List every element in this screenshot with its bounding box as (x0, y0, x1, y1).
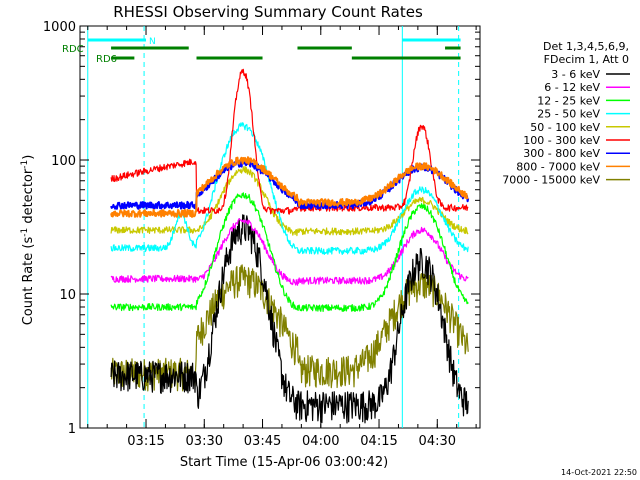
series-line-12-25keV (110, 192, 469, 312)
y-axis-label-sup: -1 (20, 228, 30, 237)
legend-header-line2: FDecim 1, Att 0 (544, 53, 629, 66)
legend-entry-label: 6 - 12 keV (544, 81, 600, 94)
y-axis-label-part: detector (21, 168, 36, 228)
series-line-3-6keV (110, 214, 469, 424)
y-tick-label: 1 (68, 422, 76, 437)
series-layer (110, 68, 470, 424)
y-axis-label-sup: -1 (20, 160, 30, 169)
legend-entry-label: 7000 - 15000 keV (502, 174, 600, 187)
x-tick-label: 04:30 (419, 434, 456, 449)
y-axis-label-part: ) (21, 155, 36, 160)
legend-entry-label: 50 - 100 keV (530, 121, 600, 134)
footer-timestamp: 14-Oct-2021 22:50 (561, 468, 637, 477)
y-axis-label-part: Count Rate (s (21, 237, 36, 326)
series-line-50-100keV (110, 165, 469, 237)
flag-label-rd6: RD6 (96, 54, 117, 65)
plot-border (79, 25, 481, 429)
series-line-100-300keV (110, 68, 469, 215)
legend-entry-label: 100 - 300 keV (523, 134, 600, 147)
axes: 03:15 03:30 03:45 04:00 04:15 04:30 1 10 100 1000 (43, 20, 480, 449)
y-tick-label: 10 (59, 288, 76, 303)
x-axis-label: Start Time (15-Apr-06 03:00:42) (180, 455, 388, 470)
y-axis-label: Count Rate (s-1 detector-1) (20, 155, 36, 326)
x-tick-label: 04:15 (360, 434, 397, 449)
y-tick-label: 1000 (43, 20, 76, 35)
y-tick-label: 100 (51, 154, 76, 169)
flag-bars: RDC RD6 N (62, 37, 461, 65)
legend-entry-label: 800 - 7000 keV (516, 160, 600, 173)
flag-label-rdc: RDC (62, 44, 84, 55)
legend-entry-label: 25 - 50 keV (537, 108, 600, 121)
flag-label-n: N (149, 37, 156, 47)
legend-entry-label: 12 - 25 keV (537, 94, 600, 107)
series-line-25-50keV (110, 122, 469, 255)
series-line-6-12keV (110, 218, 469, 286)
series-line-800-7000keV (110, 156, 469, 218)
legend-header-line1: Det 1,3,4,5,6,9, (543, 40, 629, 53)
legend-entry-label: 300 - 800 keV (523, 147, 600, 160)
chart-title: RHESSI Observing Summary Count Rates (113, 3, 423, 21)
x-tick-label: 03:45 (244, 434, 281, 449)
legend-entry-label: 3 - 6 keV (551, 68, 600, 81)
x-tick-label: 03:15 (127, 434, 164, 449)
x-tick-label: 03:30 (186, 434, 223, 449)
x-tick-label: 04:00 (302, 434, 339, 449)
